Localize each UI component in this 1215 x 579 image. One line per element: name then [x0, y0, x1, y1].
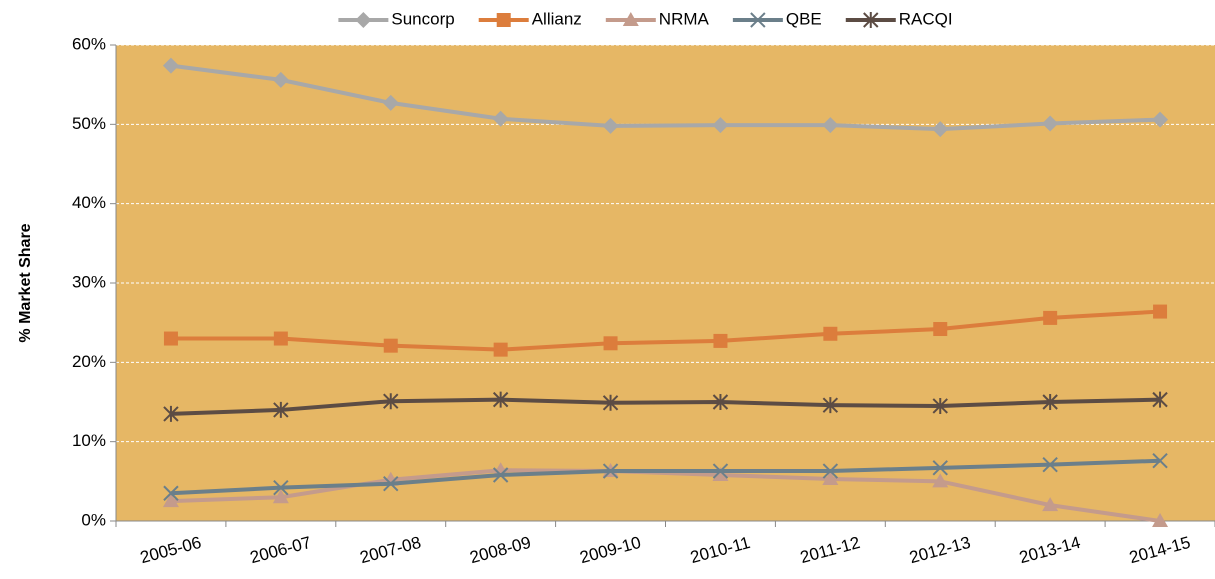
marker — [932, 460, 948, 476]
series-line — [170, 397, 1161, 416]
marker — [933, 322, 948, 337]
marker — [382, 94, 399, 111]
marker — [712, 394, 729, 410]
x-tick-label: 2008-09 — [468, 533, 533, 568]
marker — [496, 13, 511, 27]
marker — [1152, 513, 1169, 527]
x-tick-label: 2013-14 — [1017, 533, 1082, 568]
marker — [492, 462, 509, 477]
marker — [603, 336, 618, 351]
legend-item: Suncorp — [338, 9, 455, 28]
x-tick-label: 2007-08 — [358, 533, 423, 568]
marker — [1043, 310, 1058, 325]
marker — [272, 489, 289, 504]
marker — [822, 470, 839, 485]
y-axis-title: % Market Share — [17, 223, 34, 342]
marker — [492, 110, 509, 127]
marker — [383, 476, 399, 492]
marker — [162, 493, 179, 508]
marker — [492, 391, 509, 408]
legend-item: QBE — [732, 9, 822, 28]
y-tick-label: 0% — [81, 510, 106, 529]
marker — [355, 12, 372, 28]
marker — [273, 479, 289, 496]
legend-label: QBE — [786, 9, 822, 28]
x-tick-label: 2009-10 — [578, 533, 643, 568]
marker — [1042, 394, 1058, 410]
legend-item: Allianz — [478, 9, 582, 28]
legend-label: NRMA — [659, 9, 710, 28]
marker — [163, 405, 179, 422]
marker — [492, 467, 509, 483]
marker — [1042, 115, 1059, 132]
marker — [602, 117, 619, 134]
marker — [1042, 497, 1059, 512]
x-tick-label: 2005-06 — [138, 533, 203, 568]
x-tick-label: 2011-12 — [798, 533, 862, 567]
series-line — [170, 458, 1161, 496]
marker — [932, 121, 949, 138]
marker — [493, 342, 508, 357]
y-tick-label: 20% — [72, 352, 106, 371]
legend-label: RACQI — [899, 9, 953, 28]
marker — [1152, 111, 1169, 128]
marker — [273, 331, 288, 346]
y-tick-label: 30% — [72, 272, 106, 291]
marker — [1152, 391, 1168, 408]
marker — [1042, 456, 1058, 473]
marker — [823, 326, 838, 341]
x-tick-label: 2010-11 — [688, 533, 752, 567]
legend: Suncorp Allianz NRMA QBE RACQI — [338, 9, 953, 28]
y-tick-label: 40% — [72, 193, 106, 212]
marker — [932, 397, 948, 414]
y-tick-label: 10% — [72, 431, 106, 450]
y-tick-label: 60% — [72, 34, 106, 53]
marker — [932, 473, 949, 488]
legend-item: NRMA — [605, 9, 710, 28]
marker — [712, 117, 729, 134]
marker — [863, 12, 879, 28]
y-tick-label: 50% — [72, 114, 106, 133]
marker — [822, 117, 839, 134]
marker — [273, 401, 289, 418]
marker — [383, 338, 398, 353]
marker — [602, 463, 619, 479]
series-line — [170, 63, 1161, 132]
x-tick-label: 2006-07 — [248, 533, 313, 568]
series-line — [170, 309, 1161, 352]
marker — [750, 12, 766, 28]
marker — [712, 463, 729, 479]
marker — [822, 397, 839, 414]
marker — [1152, 452, 1168, 469]
legend-label: Suncorp — [391, 9, 454, 28]
marker — [712, 466, 729, 481]
marker — [1153, 304, 1168, 319]
marker — [602, 394, 619, 411]
marker — [163, 331, 178, 346]
marker — [163, 485, 179, 501]
marker — [162, 57, 179, 74]
marker — [383, 393, 399, 410]
marker — [272, 71, 289, 88]
marker — [622, 12, 639, 26]
legend-item: RACQI — [845, 9, 953, 28]
marker — [822, 463, 839, 479]
marker — [713, 333, 728, 348]
legend-label: Allianz — [532, 9, 582, 28]
x-tick-label: 2014-15 — [1127, 533, 1192, 568]
x-tick-label: 2012-13 — [907, 533, 972, 568]
